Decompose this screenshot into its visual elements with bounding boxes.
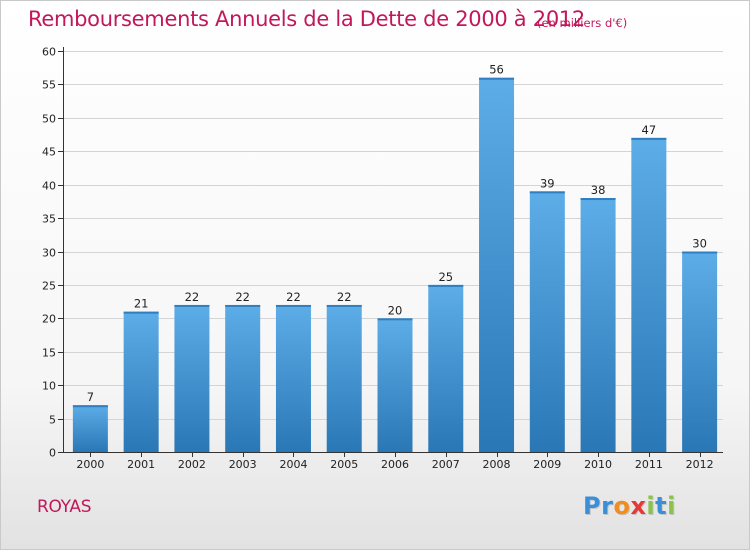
x-tick-label-2003: 2003 xyxy=(229,458,257,471)
commune-name: ROYAS xyxy=(37,497,92,517)
bar-top-edge xyxy=(479,77,515,80)
value-label-2003: 22 xyxy=(235,290,250,304)
value-label-2006: 20 xyxy=(388,303,403,317)
bar-2009 xyxy=(529,191,565,452)
bar-top-edge xyxy=(682,251,718,254)
bar-2008 xyxy=(479,77,515,452)
bar-top-edge xyxy=(72,405,108,408)
axes xyxy=(58,47,723,457)
x-tick-labels: 2000 2001 2002 2003 2004 2005 2006 2007 2008 2009… xyxy=(76,458,713,471)
value-label-2002: 22 xyxy=(185,290,200,304)
bar-2006 xyxy=(377,318,413,452)
x-tick-label-2008: 2008 xyxy=(483,458,511,471)
y-tick-label: 35 xyxy=(42,213,56,226)
value-label-2011: 47 xyxy=(642,123,657,137)
value-label-2001: 21 xyxy=(134,297,149,311)
value-labels: 7 21 22 22 22 22 20 25 56 39 38 47 30 xyxy=(87,63,707,404)
y-tick-labels: 0 5 10 15 20 25 30 35 40 45 50 55 60 xyxy=(42,46,56,460)
logo-letter: i xyxy=(646,492,656,520)
bar-top-edge xyxy=(275,304,311,307)
bar-top-edge xyxy=(580,198,616,201)
y-tick-label: 20 xyxy=(42,313,56,326)
y-tick-label: 50 xyxy=(42,113,56,126)
bar-2004 xyxy=(275,304,311,452)
bar-2007 xyxy=(428,284,464,452)
bar-2001 xyxy=(123,311,159,452)
value-label-2012: 30 xyxy=(692,237,707,251)
bar-top-edge xyxy=(326,304,362,307)
y-tick-label: 45 xyxy=(42,146,56,159)
logo-letter: t xyxy=(655,492,668,520)
value-label-2000: 7 xyxy=(87,390,94,404)
x-tick-label-2000: 2000 xyxy=(76,458,104,471)
value-label-2008: 56 xyxy=(489,63,504,77)
logo-letter: i xyxy=(667,492,676,520)
y-tick-label: 0 xyxy=(49,447,56,460)
bar-2003 xyxy=(225,304,261,452)
x-tick-label-2012: 2012 xyxy=(686,458,714,471)
bar-top-edge xyxy=(225,304,261,307)
bar-2002 xyxy=(174,304,210,452)
x-tick-label-2009: 2009 xyxy=(533,458,561,471)
y-tick-label: 10 xyxy=(42,380,56,393)
logo-letter: o xyxy=(613,492,631,520)
y-tick-label: 40 xyxy=(42,180,56,193)
x-tick-label-2011: 2011 xyxy=(635,458,663,471)
value-label-2009: 39 xyxy=(540,176,555,190)
logo-letter: x xyxy=(630,492,647,520)
value-label-2010: 38 xyxy=(591,183,606,197)
y-tick-label: 55 xyxy=(42,79,56,92)
bar-top-edge xyxy=(174,304,210,307)
y-tick-label: 15 xyxy=(42,347,56,360)
logo-letter: P xyxy=(583,492,602,520)
proxiti-logo: Proxiti xyxy=(583,492,676,520)
bar-2010 xyxy=(580,198,616,452)
y-tick-label: 5 xyxy=(49,414,56,427)
x-tick-label-2006: 2006 xyxy=(381,458,409,471)
x-tick-label-2005: 2005 xyxy=(330,458,358,471)
bar-2000 xyxy=(72,405,108,452)
x-tick-label-2002: 2002 xyxy=(178,458,206,471)
x-tick-label-2007: 2007 xyxy=(432,458,460,471)
value-label-2005: 22 xyxy=(337,290,352,304)
chart-subtitle: (en milliers d'€) xyxy=(537,16,628,30)
bar-top-edge xyxy=(428,284,464,287)
bars xyxy=(72,77,718,452)
x-tick-label-2004: 2004 xyxy=(279,458,307,471)
value-label-2007: 25 xyxy=(438,270,453,284)
value-label-2004: 22 xyxy=(286,290,301,304)
bar-top-edge xyxy=(123,311,159,314)
bar-top-edge xyxy=(529,191,565,194)
logo-letter: r xyxy=(601,492,614,520)
bar-2005 xyxy=(326,304,362,452)
y-tick-label: 25 xyxy=(42,280,56,293)
bar-top-edge xyxy=(631,137,667,140)
x-tick-label-2010: 2010 xyxy=(584,458,612,471)
chart-title: Remboursements Annuels de la Dette de 20… xyxy=(28,7,585,31)
y-tick-label: 30 xyxy=(42,247,56,260)
bar-2012 xyxy=(682,251,718,452)
x-tick-label-2001: 2001 xyxy=(127,458,155,471)
bar-2011 xyxy=(631,137,667,452)
bar-top-edge xyxy=(377,318,413,321)
y-tick-label: 60 xyxy=(42,46,56,59)
